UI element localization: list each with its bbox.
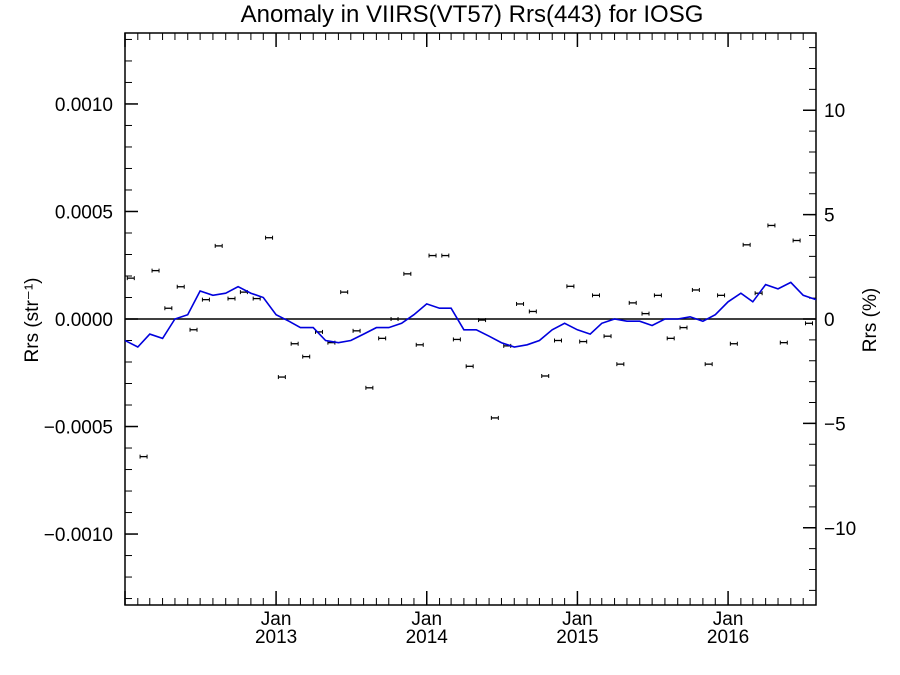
data-point [717, 293, 726, 298]
y-axis-label: Rrs (str⁻¹) [22, 278, 43, 363]
data-point [176, 284, 185, 289]
x-tick-label-year: 2015 [556, 627, 598, 648]
data-point [591, 293, 600, 298]
y-tick-label: 0.0005 [55, 202, 113, 223]
y2-tick-label: −10 [824, 519, 856, 540]
data-point [252, 296, 261, 301]
x-tick-label-month: Jan [261, 609, 292, 630]
data-point [390, 317, 399, 321]
data-point [428, 253, 437, 258]
data-point [403, 271, 412, 276]
x-tick-label-year: 2013 [255, 627, 297, 648]
data-point [490, 415, 499, 420]
data-point [227, 296, 236, 301]
data-point [541, 373, 550, 378]
trend-line [124, 281, 817, 348]
y-tick-label: −0.0005 [44, 418, 113, 439]
data-point [666, 336, 675, 341]
data-point [478, 318, 487, 323]
y2-axis-label: Rrs (%) [860, 288, 881, 352]
data-point [554, 338, 563, 343]
y2-tick-label: 5 [824, 206, 835, 227]
x-tick-label-month: Jan [411, 609, 442, 630]
data-point [139, 454, 148, 459]
x-tick-label-month: Jan [713, 609, 744, 630]
data-point [767, 223, 776, 228]
data-point [465, 364, 474, 369]
data-point [691, 287, 700, 292]
data-point [792, 238, 801, 243]
data-point [628, 300, 637, 305]
data-point [516, 301, 525, 306]
data-point [201, 297, 210, 302]
data-point [679, 325, 688, 330]
x-tick-label-year: 2016 [707, 627, 749, 648]
data-point [452, 337, 461, 342]
data-point [441, 253, 450, 258]
y2-tick-label: −5 [824, 414, 846, 435]
data-marks [124, 223, 817, 459]
data-point [566, 284, 575, 289]
data-point [653, 293, 662, 298]
y-tick-label: 0.0000 [55, 310, 113, 331]
data-point [603, 334, 612, 339]
data-point [164, 306, 173, 311]
data-point [415, 342, 424, 347]
data-point [804, 321, 813, 326]
chart-title: Anomaly in VIIRS(VT57) Rrs(443) for IOSG [241, 1, 704, 28]
y2-tick-label: 10 [824, 101, 845, 122]
data-point [302, 354, 311, 359]
data-point [352, 328, 361, 333]
data-point [528, 309, 537, 314]
data-point [779, 340, 788, 345]
data-point [579, 339, 588, 344]
data-point [214, 243, 223, 248]
x-tick-label-year: 2014 [406, 627, 449, 648]
data-point [126, 276, 135, 281]
y-tick-label: 0.0010 [55, 95, 113, 116]
data-point [265, 235, 274, 240]
y2-tick-label: 0 [824, 310, 835, 331]
data-point [365, 385, 374, 390]
data-point [189, 327, 198, 332]
x-tick-label-month: Jan [562, 609, 593, 630]
data-point [277, 375, 286, 380]
data-point [290, 341, 299, 346]
data-point [378, 336, 387, 341]
data-point [729, 341, 738, 346]
data-point [641, 311, 650, 316]
y-tick-label: −0.0010 [44, 525, 113, 546]
data-point [340, 290, 349, 295]
data-point [151, 268, 160, 273]
data-point [704, 362, 713, 367]
data-point [616, 362, 625, 367]
data-point [742, 242, 751, 247]
axes: −0.0010 −0.0005 0.0000 0.0005 0.0010 −10 −5 0 5 1… [44, 33, 856, 648]
